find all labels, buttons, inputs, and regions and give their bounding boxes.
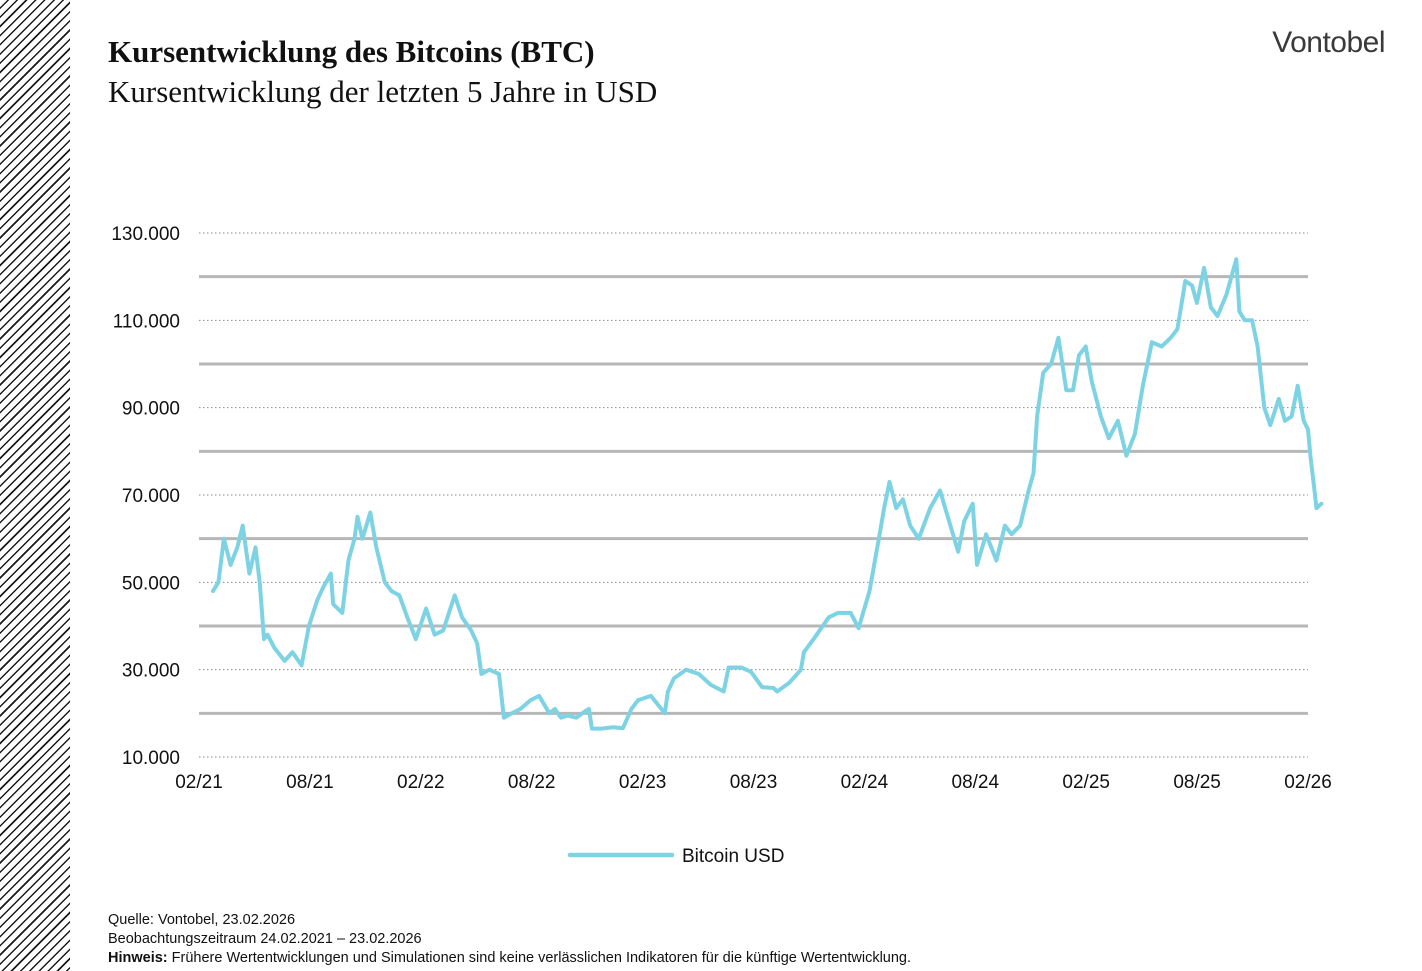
page-subtitle: Kursentwicklung der letzten 5 Jahre in U… <box>108 74 658 109</box>
vontobel-logo: Vontobel <box>1272 26 1385 59</box>
x-tick-label: 02/21 <box>175 772 223 793</box>
observation-period: Beobachtungszeitraum 24.02.2021 – 23.02.… <box>108 931 422 947</box>
x-tick-label: 02/24 <box>841 772 889 793</box>
y-tick-label: 10.000 <box>122 748 180 769</box>
disclaimer-label: Hinweis: <box>108 950 168 966</box>
y-tick-label: 90.000 <box>122 399 180 420</box>
chart-footer: Quelle: Vontobel, 23.02.2026 Beobachtung… <box>108 911 911 968</box>
x-tick-label: 08/22 <box>508 772 556 793</box>
source-note: Quelle: Vontobel, 23.02.2026 <box>108 912 296 928</box>
y-tick-label: 70.000 <box>122 486 180 507</box>
x-tick-label: 08/25 <box>1173 772 1221 793</box>
legend-label-bitcoin-usd: Bitcoin USD <box>682 846 784 867</box>
x-tick-label: 08/21 <box>286 772 334 793</box>
x-tick-label: 08/24 <box>952 772 1000 793</box>
y-tick-label: 130.000 <box>111 224 180 245</box>
x-tick-label: 02/26 <box>1284 772 1332 793</box>
disclaimer-text: Frühere Wertentwicklungen und Simulation… <box>167 950 912 966</box>
y-tick-label: 30.000 <box>122 661 180 682</box>
hatched-sidebar-decoration <box>0 0 70 971</box>
x-tick-label: 02/25 <box>1062 772 1110 793</box>
x-tick-label: 02/22 <box>397 772 445 793</box>
x-tick-label: 08/23 <box>730 772 778 793</box>
disclaimer: Hinweis: Frühere Wertentwicklungen und S… <box>108 949 911 968</box>
y-tick-label: 110.000 <box>113 311 180 332</box>
series-line-bitcoin-usd <box>211 257 1324 731</box>
y-tick-label: 50.000 <box>122 573 180 594</box>
x-tick-label: 02/23 <box>619 772 667 793</box>
page-title: Kursentwicklung des Bitcoins (BTC) <box>108 34 595 69</box>
